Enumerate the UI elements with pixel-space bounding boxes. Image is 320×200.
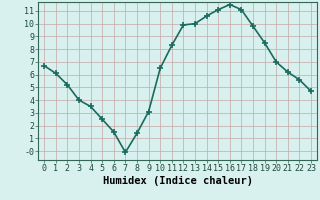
X-axis label: Humidex (Indice chaleur): Humidex (Indice chaleur) bbox=[103, 176, 252, 186]
